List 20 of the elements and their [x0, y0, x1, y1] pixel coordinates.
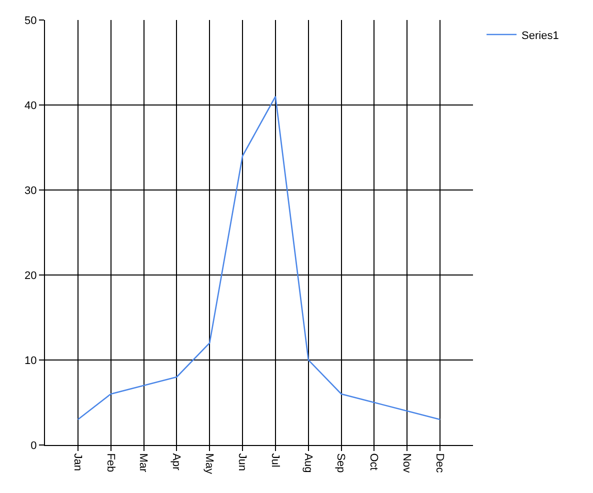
- x-tick-label: Jul: [268, 453, 281, 468]
- y-tick-label: 50: [24, 14, 37, 27]
- x-tick-label: Dec: [434, 453, 446, 474]
- x-tick-label: Aug: [302, 453, 314, 473]
- legend-label: Series1: [522, 30, 559, 42]
- y-tick-label: 10: [24, 354, 37, 367]
- x-tick-label: Apr: [170, 453, 182, 471]
- x-tick-label: Sep: [334, 453, 347, 473]
- x-tick-label: Feb: [104, 453, 116, 472]
- x-tick-label: Mar: [137, 453, 150, 472]
- x-tick-label: Jun: [236, 453, 248, 471]
- x-tick-label: Jan: [71, 453, 84, 471]
- x-tick-label: Oct: [368, 453, 380, 470]
- y-tick-label: 30: [24, 184, 37, 197]
- y-tick-label: 20: [24, 270, 37, 282]
- line-series: [77, 96, 441, 420]
- x-tick-label: May: [203, 453, 216, 474]
- y-tick-label: 0: [30, 440, 37, 452]
- y-tick-label: 40: [24, 100, 37, 112]
- x-tick-label: Nov: [400, 453, 413, 474]
